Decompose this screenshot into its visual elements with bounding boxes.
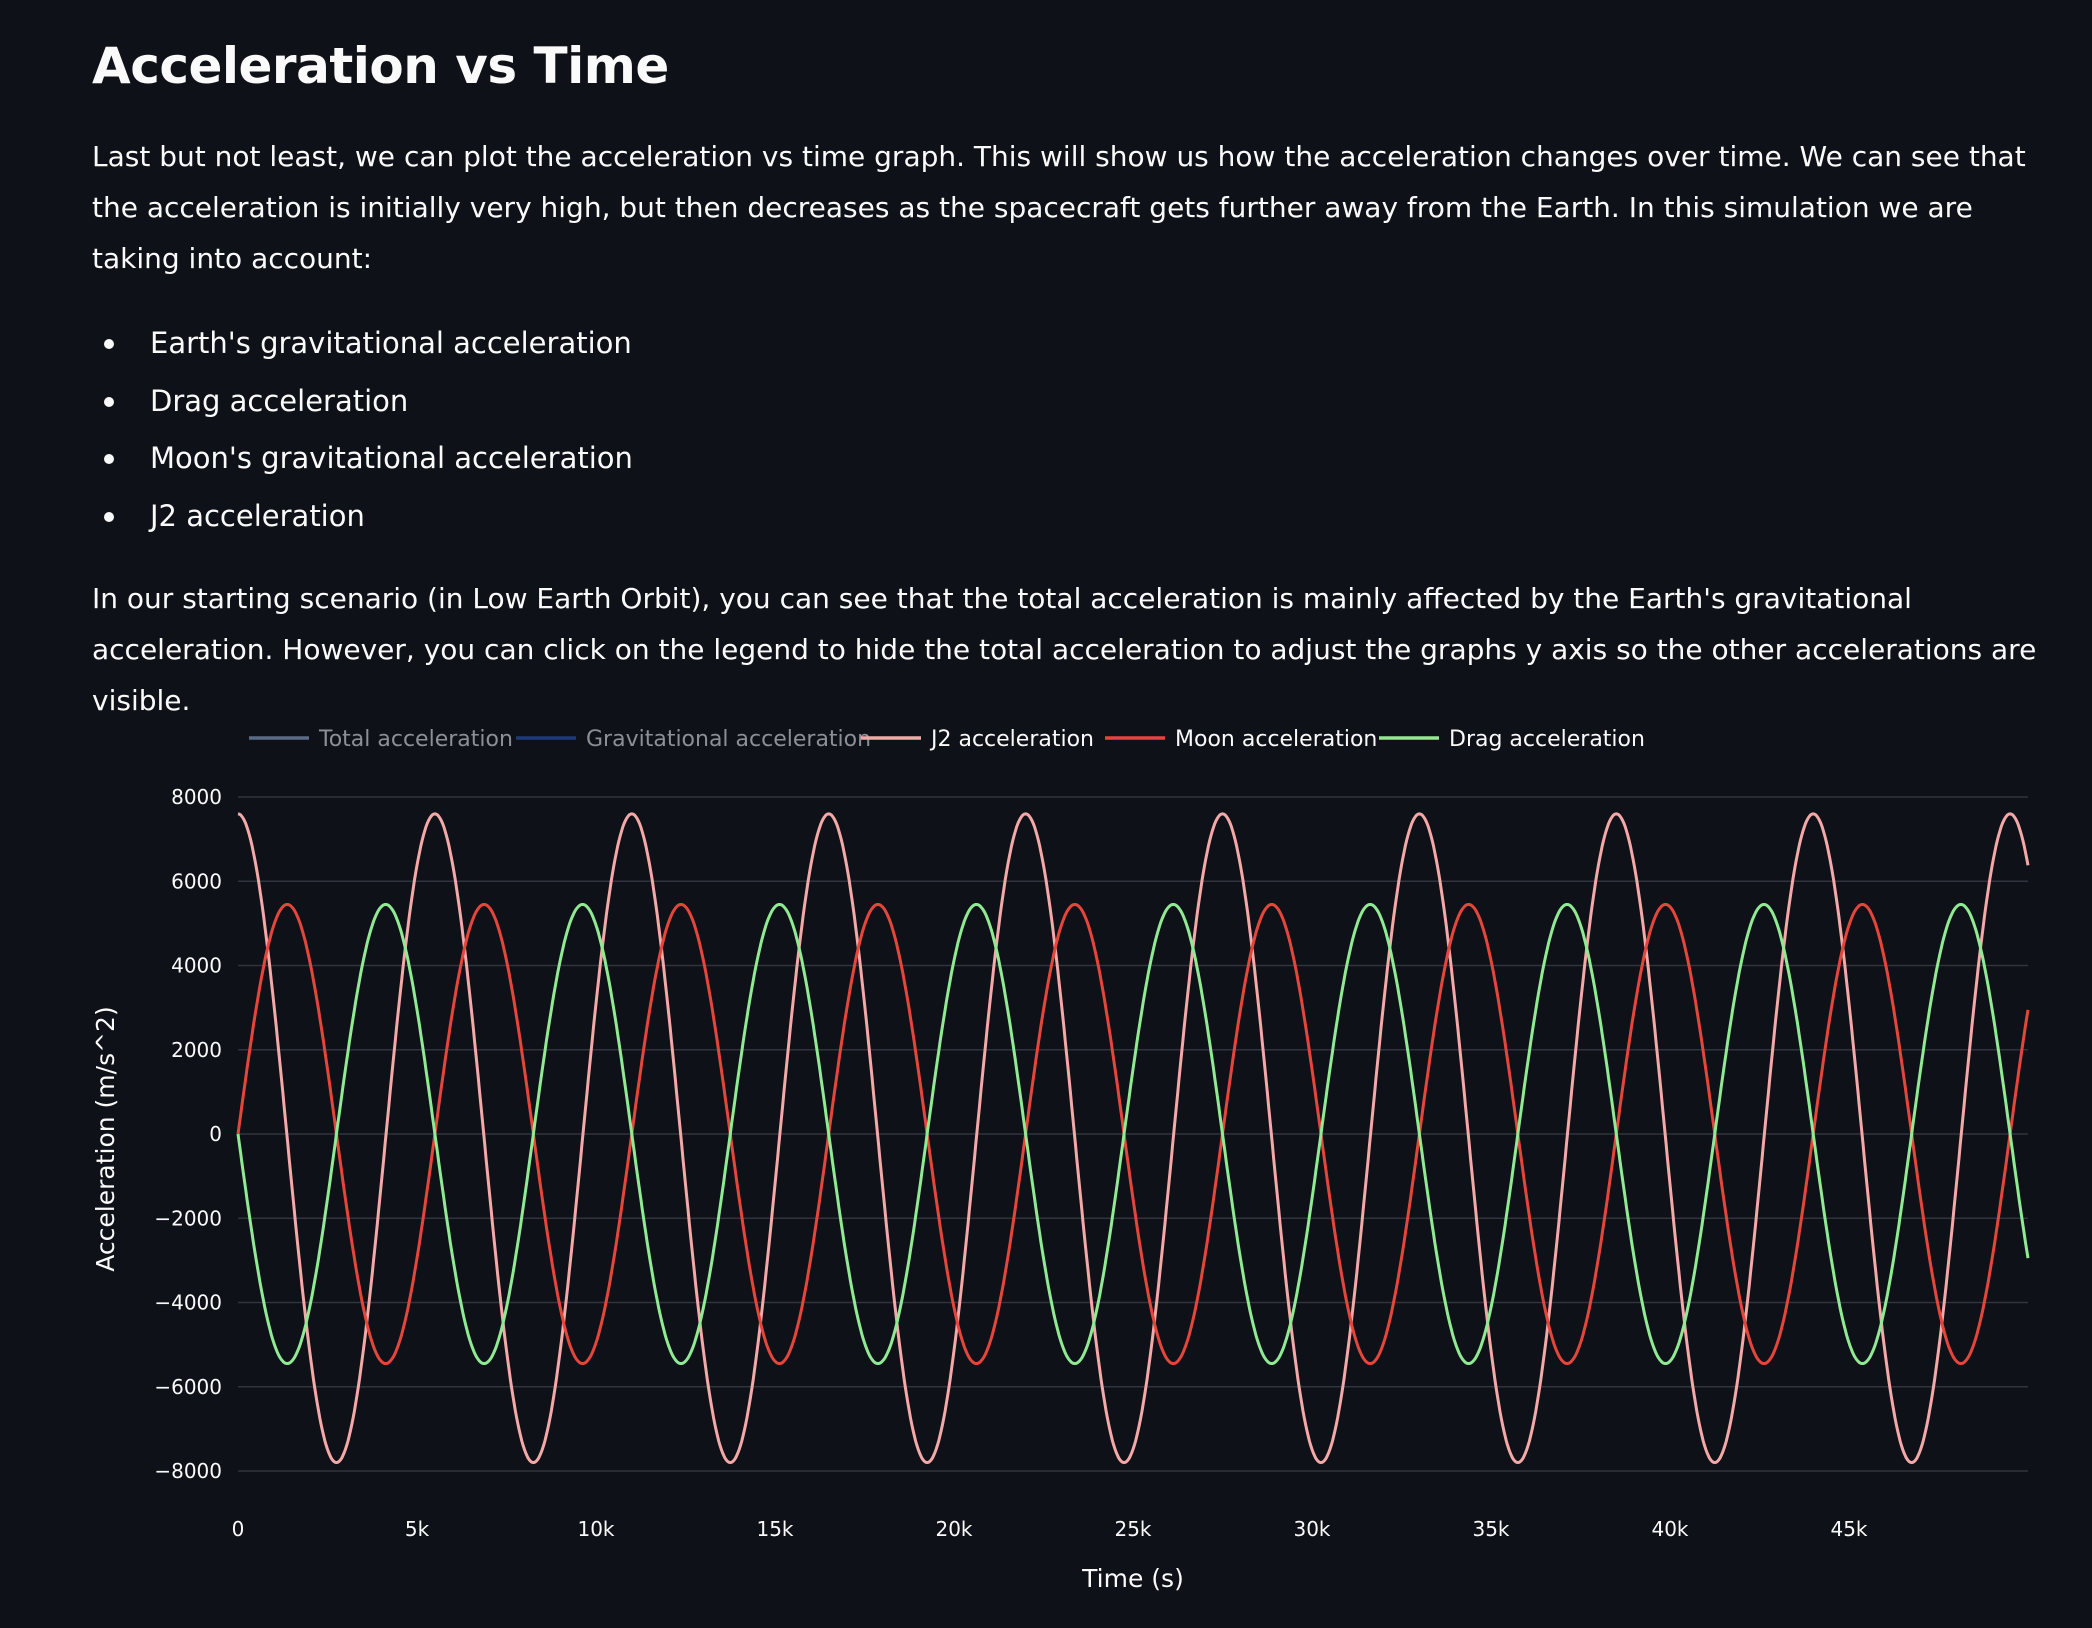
x-tick-label: 0 [232,1517,245,1541]
page-title: Acceleration vs Time [92,37,669,95]
x-tick-label: 30k [1293,1517,1330,1541]
y-tick-label: −2000 [154,1206,222,1230]
acceleration-list: Earth's gravitational acceleration Drag … [92,318,633,548]
y-tick-label: −4000 [154,1291,222,1315]
legend-item-total-acceleration[interactable]: Total acceleration [318,727,513,752]
x-tick-label: 40k [1651,1517,1688,1541]
series-line-j2-acceleration [237,812,2030,1465]
y-tick-label: −8000 [154,1459,222,1483]
y-tick-label: 2000 [171,1038,222,1062]
x-tick-label: 25k [1114,1517,1151,1541]
y-tick-label: −6000 [154,1375,222,1399]
outro-paragraph: In our starting scenario (in Low Earth O… [92,582,2037,717]
x-tick-label: 45k [1830,1517,1867,1541]
series-line-drag-acceleration [236,903,2030,1365]
y-tick-label: 6000 [171,869,222,893]
legend-item-j2-acceleration[interactable]: J2 acceleration [929,727,1094,752]
bullet-icon [104,454,114,464]
bullet-icon [104,511,114,522]
legend-item-drag-acceleration[interactable]: Drag acceleration [1449,727,1645,752]
list-item: Moon's gravitational acceleration [92,433,633,491]
y-axis-title: Acceleration (m/s^2) [92,1006,120,1271]
y-tick-label: 4000 [171,954,222,978]
x-tick-label: 35k [1472,1517,1509,1541]
x-tick-label: 5k [405,1517,430,1541]
bullet-icon [104,396,114,407]
series-line-moon-acceleration [236,903,2030,1365]
y-tick-label: 8000 [171,785,222,809]
acceleration-chart: 8000 6000 4000 2000 0 −2000 −4000 −6000 −8000 0 5k… [92,727,2030,1593]
x-tick-label: 20k [935,1517,972,1541]
bullet-icon [104,339,114,349]
x-axis-title: Time (s) [1081,1564,1184,1593]
legend-item-moon-acceleration[interactable]: Moon acceleration [1175,727,1377,752]
legend-item-gravitational-acceleration[interactable]: Gravitational acceleration [586,727,871,752]
y-tick-label: 0 [209,1122,222,1146]
x-tick-label: 10k [577,1517,614,1541]
x-tick-label: 15k [756,1517,793,1541]
list-item: Earth's gravitational acceleration [92,318,633,376]
intro-paragraph: Last but not least, we can plot the acce… [92,140,2026,275]
list-item: J2 acceleration [92,491,633,549]
list-item: Drag acceleration [92,376,633,434]
